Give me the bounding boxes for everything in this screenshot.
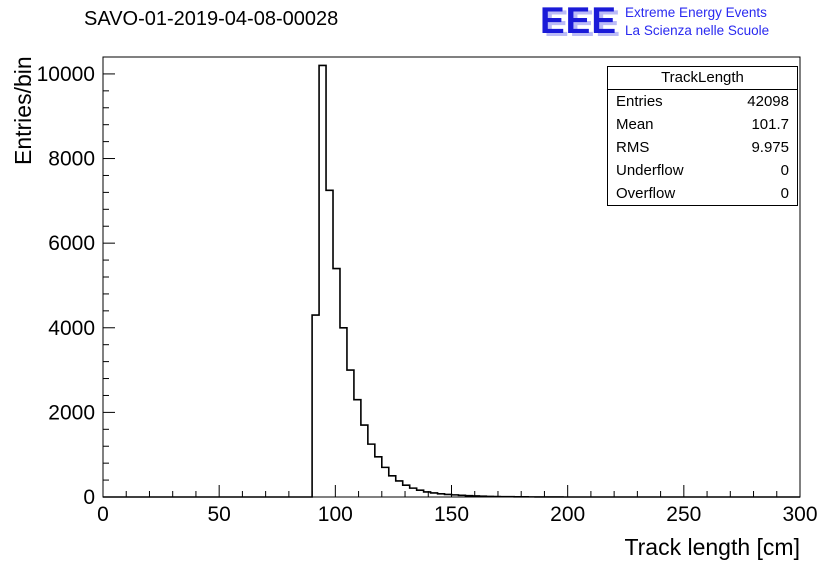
stats-row-mean: Mean 101.7 [608,113,797,136]
stat-label: Mean [616,115,654,133]
stats-box-title: TrackLength [608,67,797,90]
stat-label: Entries [616,92,663,110]
x-tick-label: 50 [207,503,230,526]
stat-value: 0 [780,184,789,202]
histogram-line [103,64,800,498]
x-tick-label: 200 [550,503,585,526]
x-axis-label: Track length [cm] [624,534,800,560]
stats-row-overflow: Overflow 0 [608,182,797,205]
stat-value: 0 [780,161,789,179]
stat-value: 42098 [747,92,789,110]
x-tick-label: 150 [434,503,469,526]
y-tick-label: 10000 [37,63,95,86]
y-axis-label: Entries/bin [10,56,36,165]
eee-logo-acronym: EEE [540,0,618,41]
y-tick-label: 2000 [48,401,95,424]
stat-value: 9.975 [751,138,789,156]
stats-row-rms: RMS 9.975 [608,136,797,159]
x-tick-label: 300 [782,503,817,526]
stats-row-underflow: Underflow 0 [608,159,797,182]
y-tick-label: 0 [83,486,95,509]
x-tick-label: 0 [97,503,109,526]
stat-value: 101.7 [751,115,789,133]
x-tick-label: 250 [666,503,701,526]
x-tick-label: 100 [318,503,353,526]
stats-row-entries: Entries 42098 [608,90,797,113]
y-tick-label: 8000 [48,148,95,171]
eee-logo-line1: Extreme Energy Events [625,5,767,20]
eee-logo: EEE Extreme Energy Events La Scienza nel… [540,0,769,41]
stat-label: Overflow [616,184,676,202]
eee-logo-text: Extreme Energy Events La Scienza nelle S… [625,4,769,39]
y-tick-label: 6000 [48,232,95,255]
stats-box: TrackLength Entries 42098 Mean 101.7 RMS… [607,66,798,206]
stat-label: Underflow [616,161,684,179]
stat-label: RMS [616,138,650,156]
y-tick-label: 4000 [48,317,95,340]
eee-logo-line2: La Scienza nelle Scuole [625,22,770,38]
page-title: SAVO-01-2019-04-08-00028 [84,8,339,30]
